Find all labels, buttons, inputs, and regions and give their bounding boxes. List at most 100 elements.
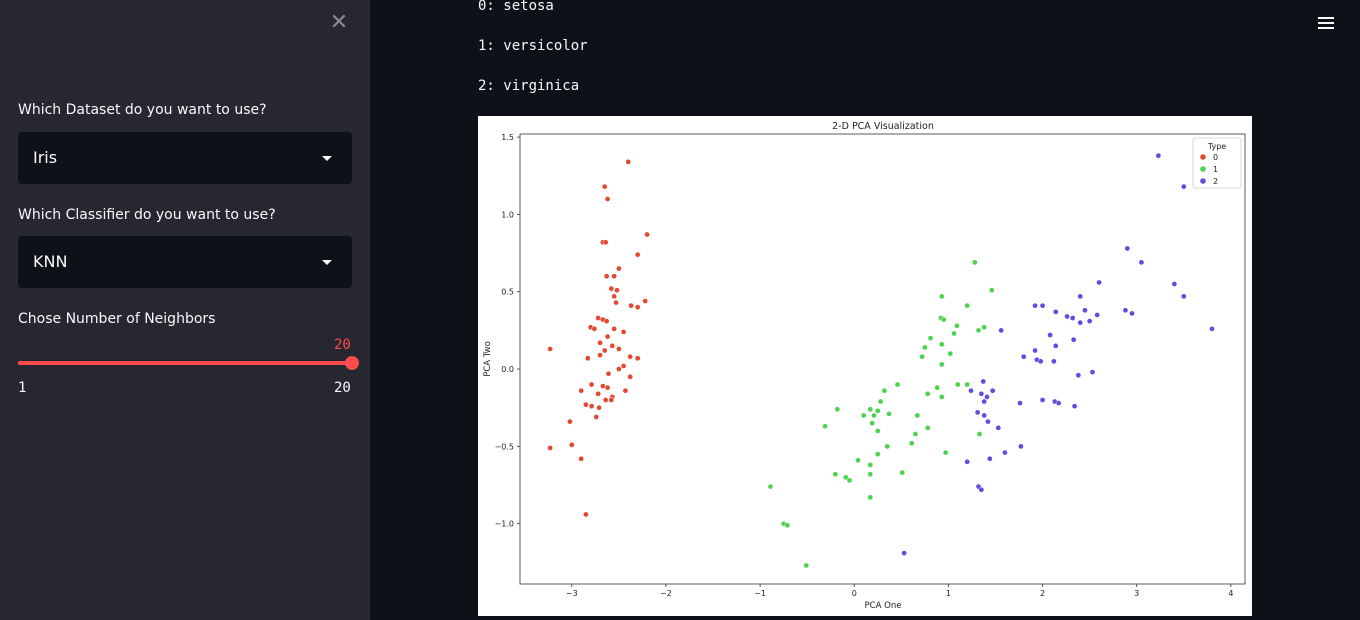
scatter-point-type-1 (964, 302, 971, 309)
scatter-point-type-0 (634, 304, 641, 311)
scatter-point-type-2 (1209, 325, 1215, 332)
neighbors-slider-track[interactable] (18, 361, 352, 365)
scatter-point-type-0 (591, 325, 598, 332)
pca-chart-svg: 2-D PCA Visualization −3 −2 −1 0 1 2 3 4 −1.0 −0… (483, 121, 1246, 611)
classifier-label: Which Classifier do you want to use? (18, 207, 276, 223)
scatter-point-type-1 (894, 381, 901, 388)
scatter-point-type-1 (981, 324, 988, 331)
scatter-point-type-1 (919, 353, 925, 360)
scatter-point-type-1 (884, 443, 891, 450)
scatter-point-type-1 (881, 387, 888, 394)
x-tick-label: 0 (852, 589, 857, 598)
scatter-point-type-2 (974, 409, 981, 416)
scatter-point-type-0 (604, 384, 611, 391)
dataset-label: Which Dataset do you want to use? (18, 102, 267, 118)
chevron-down-icon (322, 156, 332, 161)
scatter-point-type-2 (1138, 259, 1145, 266)
scatter-point-type-0 (642, 298, 649, 304)
scatter-point-type-2 (1032, 302, 1038, 309)
scatter-point-type-1 (899, 469, 906, 476)
scatter-point-type-0 (595, 315, 601, 321)
class-line-1: 1: versicolor (478, 38, 588, 54)
scatter-point-type-1 (927, 335, 934, 341)
class-line-2: 2: virginica (478, 78, 580, 94)
dataset-select-value: Iris (33, 148, 58, 167)
scatter-point-type-2 (1180, 293, 1187, 300)
x-tick-label: −1 (754, 589, 766, 598)
scatter-point-type-0 (603, 318, 610, 324)
scatter-point-type-1 (767, 483, 774, 490)
scatter-point-type-0 (604, 196, 611, 202)
legend-box (1192, 137, 1242, 189)
scatter-point-type-1 (938, 394, 945, 400)
scatter-point-type-1 (874, 451, 881, 457)
scatter-point-type-0 (547, 346, 553, 352)
scatter-point-type-2 (1039, 397, 1046, 403)
chart-legend: Type 0 1 2 (1192, 137, 1242, 189)
scatter-point-type-0 (597, 339, 603, 346)
scatter-point-type-2 (1096, 279, 1102, 286)
scatter-point-type-0 (595, 390, 601, 397)
scatter-point-type-1 (912, 431, 919, 437)
scatter-point-type-0 (593, 414, 600, 420)
scatter-point-type-0 (608, 285, 615, 292)
scatter-point-type-0 (614, 287, 620, 294)
scatter-point-type-2 (980, 378, 987, 385)
legend-entry-1: 1 (1213, 165, 1218, 174)
scatter-point-type-1 (938, 361, 945, 368)
close-icon[interactable]: ✕ (329, 10, 349, 35)
legend-marker-0 (1200, 154, 1206, 160)
scatter-point-type-0 (627, 353, 634, 360)
scatter-point-type-1 (784, 522, 791, 529)
scatter-point-type-2 (968, 387, 974, 394)
scatter-point-type-0 (588, 381, 595, 388)
x-tick-label: −2 (660, 589, 672, 598)
scatter-point-type-2 (984, 394, 990, 400)
neighbors-slider-thumb[interactable] (345, 356, 359, 370)
scatter-point-type-0 (604, 333, 611, 340)
dataset-select[interactable]: Iris (18, 132, 352, 184)
legend-title: Type (1207, 142, 1226, 151)
scatter-point-type-2 (995, 424, 1002, 431)
scatter-point-type-1 (867, 406, 874, 413)
scatter-point-type-0 (601, 183, 608, 190)
scatter-point-type-0 (568, 441, 575, 448)
scatter-point-type-2 (1094, 312, 1101, 318)
scatter-point-type-0 (644, 231, 650, 238)
scatter-point-type-2 (985, 418, 991, 425)
scatter-point-type-1 (924, 424, 931, 431)
scatter-point-type-0 (634, 355, 641, 362)
scatter-point-type-1 (938, 341, 945, 348)
y-axis-label: PCA Two (483, 341, 493, 377)
scatter-point-type-1 (908, 440, 915, 447)
scatter-point-type-2 (1037, 358, 1044, 365)
scatter-point-type-0 (602, 239, 609, 246)
scatter-point-type-1 (988, 287, 995, 294)
scatter-point-type-2 (1002, 449, 1008, 456)
scatter-point-type-0 (616, 366, 622, 372)
classifier-select[interactable]: KNN (18, 236, 352, 288)
scatter-point-type-2 (1071, 403, 1078, 410)
y-tick-label: −1.0 (495, 520, 514, 529)
classifier-select-value: KNN (33, 252, 68, 271)
scatter-point-type-2 (1052, 343, 1059, 349)
scatter-point-type-1 (834, 406, 841, 413)
neighbors-slider-label: Chose Number of Neighbors (18, 311, 216, 327)
chart-title: 2-D PCA Visualization (832, 121, 934, 132)
scatter-point-type-2 (1051, 358, 1057, 365)
scatter-point-type-2 (1155, 152, 1162, 159)
hamburger-icon[interactable] (1318, 14, 1336, 32)
x-tick-label: 2 (1040, 589, 1045, 598)
scatter-point-type-0 (625, 158, 632, 165)
scatter-point-type-0 (547, 445, 553, 451)
scatter-point-type-2 (986, 455, 993, 462)
scatter-point-type-0 (601, 347, 608, 354)
scatter-point-type-1 (860, 412, 867, 419)
scatter-point-type-0 (583, 511, 589, 518)
scatter-point-type-2 (978, 486, 985, 493)
scatter-point-type-0 (605, 370, 612, 377)
scatter-point-type-0 (609, 343, 616, 349)
scatter-point-type-0 (613, 299, 619, 306)
scatter-point-type-1 (942, 449, 949, 456)
scatter-point-type-2 (978, 390, 985, 397)
